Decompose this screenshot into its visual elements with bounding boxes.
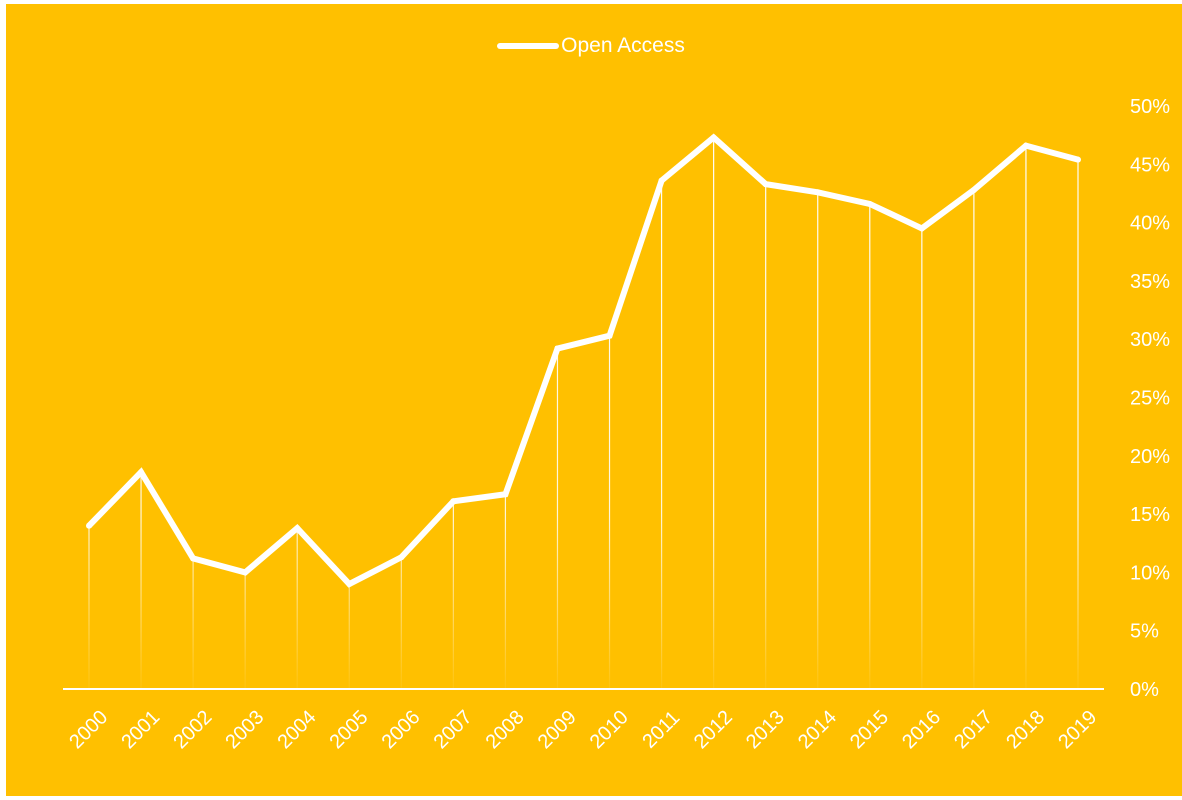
x-tick-label-2004: 2004 [273, 706, 320, 753]
data-point-2019 [1075, 156, 1081, 163]
y-tick-label-35pct: 35% [1130, 271, 1170, 293]
data-point-2018 [1022, 142, 1029, 149]
y-tick-label-50pct: 50% [1130, 96, 1170, 118]
y-tick-label-0pct: 0% [1130, 679, 1159, 701]
x-tick-label-2006: 2006 [378, 706, 425, 753]
x-tick-label-2009: 2009 [534, 706, 581, 753]
y-tick-label-45pct: 45% [1130, 154, 1170, 176]
y-tick-label-40pct: 40% [1130, 213, 1170, 235]
data-point-2016 [918, 225, 925, 232]
data-point-2009 [554, 345, 561, 352]
data-point-2010 [606, 332, 613, 339]
x-tick-label-2016: 2016 [898, 706, 945, 753]
data-point-2008 [502, 491, 509, 498]
x-tick-label-2019: 2019 [1054, 706, 1101, 753]
chart-area [6, 4, 1182, 796]
x-tick-label-2014: 2014 [794, 706, 841, 753]
data-point-2005 [346, 581, 353, 588]
y-tick-label-15pct: 15% [1130, 504, 1170, 526]
data-point-2012 [710, 134, 717, 141]
x-tick-label-2018: 2018 [1002, 706, 1049, 753]
x-tick-label-2007: 2007 [430, 706, 477, 753]
data-point-2014 [814, 189, 821, 196]
x-tick-label-2015: 2015 [846, 706, 893, 753]
series-line-open-access [86, 133, 1079, 588]
x-tick-label-2012: 2012 [690, 706, 737, 753]
y-tick-label-30pct: 30% [1130, 329, 1170, 351]
x-tick-label-2003: 2003 [221, 706, 268, 753]
x-tick-label-2008: 2008 [482, 706, 529, 753]
x-tick-label-2017: 2017 [950, 706, 997, 753]
x-tick-label-2011: 2011 [638, 707, 684, 753]
x-tick-label-2010: 2010 [586, 706, 633, 753]
legend-label-open-access: Open Access [561, 34, 685, 57]
x-tick-label-2005: 2005 [326, 706, 373, 753]
data-point-2007 [450, 498, 457, 505]
x-tick-label-2000: 2000 [65, 706, 112, 753]
legend-swatch-open-access [497, 43, 560, 49]
y-tick-label-10pct: 10% [1130, 562, 1170, 584]
x-tick-label-2013: 2013 [742, 706, 789, 753]
data-point-2003 [242, 569, 249, 576]
data-point-2001 [138, 469, 145, 476]
data-point-2000 [86, 522, 92, 529]
y-tick-label-20pct: 20% [1130, 446, 1170, 468]
y-tick-label-5pct: 5% [1130, 621, 1159, 643]
data-point-2013 [762, 181, 769, 188]
data-point-2002 [190, 555, 197, 562]
legend: Open Access [0, 34, 1182, 58]
data-point-2011 [658, 177, 665, 184]
x-tick-label-2001: 2001 [117, 706, 164, 753]
data-point-2017 [970, 186, 977, 193]
y-tick-label-25pct: 25% [1130, 388, 1170, 410]
data-point-2006 [398, 554, 405, 561]
data-point-2004 [294, 525, 301, 532]
data-point-2015 [866, 200, 873, 207]
x-tick-label-2002: 2002 [169, 706, 216, 753]
